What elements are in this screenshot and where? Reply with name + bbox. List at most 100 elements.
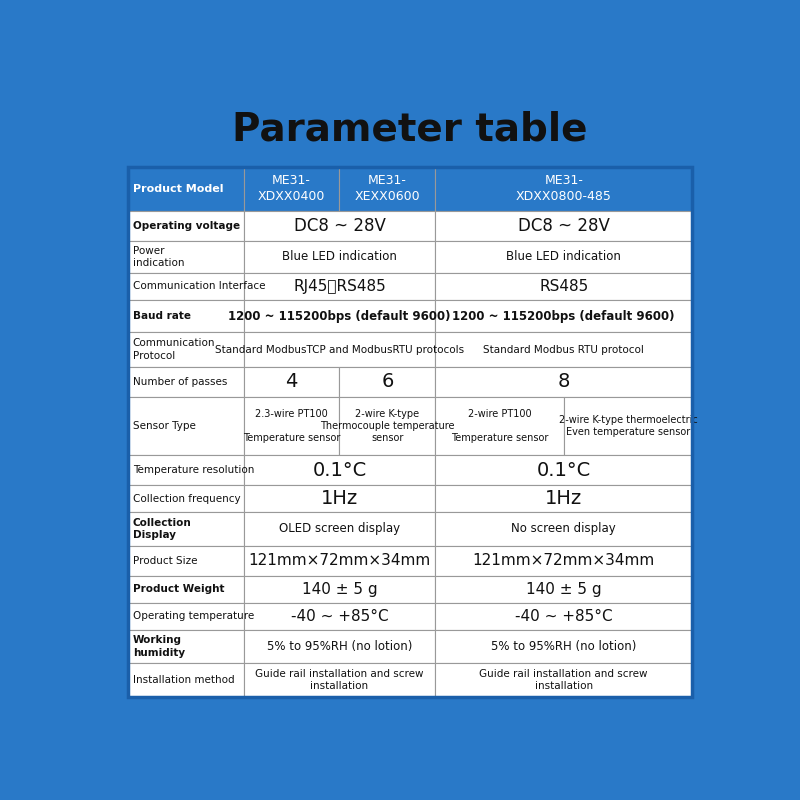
Text: Temperature resolution: Temperature resolution — [133, 465, 254, 475]
Bar — [128, 486, 243, 512]
Bar — [128, 366, 243, 397]
Text: 8: 8 — [558, 372, 570, 391]
Bar — [435, 576, 692, 603]
Text: 2-wire K-type
Thermocouple temperature
sensor: 2-wire K-type Thermocouple temperature s… — [320, 409, 454, 443]
Text: Guide rail installation and screw
installation: Guide rail installation and screw instal… — [255, 669, 424, 691]
Text: 0.1°C: 0.1°C — [537, 461, 591, 479]
Text: RJ45、RS485: RJ45、RS485 — [293, 278, 386, 294]
Bar — [243, 333, 435, 366]
Text: OLED screen display: OLED screen display — [279, 522, 400, 535]
Text: Standard Modbus RTU protocol: Standard Modbus RTU protocol — [483, 345, 644, 354]
Text: ME31-
XDXX0800-485: ME31- XDXX0800-485 — [516, 174, 612, 203]
Bar — [435, 273, 692, 299]
Bar — [128, 167, 243, 210]
Text: 140 ± 5 g: 140 ± 5 g — [526, 582, 602, 597]
Bar — [435, 663, 692, 697]
Text: DC8 ~ 28V: DC8 ~ 28V — [294, 217, 386, 235]
Text: Installation method: Installation method — [133, 675, 234, 685]
Text: 5% to 95%RH (no lotion): 5% to 95%RH (no lotion) — [266, 640, 412, 653]
Bar — [128, 167, 692, 697]
Bar — [243, 546, 435, 576]
Text: -40 ~ +85°C: -40 ~ +85°C — [290, 609, 388, 624]
Bar — [435, 333, 692, 366]
Text: 2-wire PT100

Temperature sensor: 2-wire PT100 Temperature sensor — [451, 409, 548, 443]
Bar — [435, 167, 692, 210]
Bar — [243, 210, 435, 241]
Text: Guide rail installation and screw
installation: Guide rail installation and screw instal… — [479, 669, 648, 691]
Text: 4: 4 — [286, 372, 298, 391]
Bar — [128, 210, 243, 241]
Bar — [243, 486, 435, 512]
Bar — [128, 546, 243, 576]
Text: Product Weight: Product Weight — [133, 585, 224, 594]
Bar — [128, 241, 243, 273]
Text: 0.1°C: 0.1°C — [312, 461, 366, 479]
Bar — [435, 630, 692, 663]
Text: 140 ± 5 g: 140 ± 5 g — [302, 582, 378, 597]
Bar — [435, 210, 692, 241]
Text: Collection frequency: Collection frequency — [133, 494, 241, 504]
Text: Operating temperature: Operating temperature — [133, 611, 254, 622]
Text: 121mm×72mm×34mm: 121mm×72mm×34mm — [473, 554, 655, 568]
Bar — [128, 273, 243, 299]
Bar — [243, 576, 435, 603]
Text: -40 ~ +85°C: -40 ~ +85°C — [515, 609, 613, 624]
Bar — [435, 366, 692, 397]
Text: Collection
Display: Collection Display — [133, 518, 192, 540]
Bar — [128, 512, 243, 546]
Bar — [564, 397, 692, 455]
Bar — [243, 397, 339, 455]
Text: 6: 6 — [382, 372, 394, 391]
Text: Standard ModbusTCP and ModbusRTU protocols: Standard ModbusTCP and ModbusRTU protoco… — [215, 345, 464, 354]
Text: Sensor Type: Sensor Type — [133, 421, 196, 431]
Text: Parameter table: Parameter table — [232, 111, 588, 149]
Bar — [128, 455, 243, 486]
Bar — [435, 486, 692, 512]
Text: RS485: RS485 — [539, 278, 588, 294]
Bar — [243, 167, 339, 210]
Text: Number of passes: Number of passes — [133, 377, 227, 386]
Text: Working
humidity: Working humidity — [133, 635, 185, 658]
Bar — [128, 333, 243, 366]
Text: Blue LED indication: Blue LED indication — [506, 250, 621, 263]
Bar — [435, 455, 692, 486]
Text: 5% to 95%RH (no lotion): 5% to 95%RH (no lotion) — [491, 640, 637, 653]
Bar — [243, 366, 339, 397]
Text: Blue LED indication: Blue LED indication — [282, 250, 397, 263]
Bar — [128, 299, 243, 333]
Bar — [243, 273, 435, 299]
Text: 1200 ~ 115200bps (default 9600): 1200 ~ 115200bps (default 9600) — [228, 310, 450, 322]
Text: DC8 ~ 28V: DC8 ~ 28V — [518, 217, 610, 235]
Bar — [243, 299, 435, 333]
Bar — [243, 241, 435, 273]
Bar — [339, 167, 435, 210]
Text: Operating voltage: Operating voltage — [133, 221, 240, 231]
Bar — [128, 397, 243, 455]
Bar — [128, 603, 243, 630]
Text: 1Hz: 1Hz — [545, 490, 582, 508]
Bar — [435, 546, 692, 576]
Text: 1Hz: 1Hz — [321, 490, 358, 508]
Bar — [339, 366, 435, 397]
Bar — [243, 663, 435, 697]
Bar — [435, 241, 692, 273]
Bar — [128, 663, 243, 697]
Bar — [435, 512, 692, 546]
Text: ME31-
XEXX0600: ME31- XEXX0600 — [354, 174, 420, 203]
Bar — [339, 397, 435, 455]
Bar — [243, 603, 435, 630]
Bar — [435, 397, 564, 455]
Text: Baud rate: Baud rate — [133, 311, 191, 321]
Text: 2-wire K-type thermoelectric
Even temperature sensor: 2-wire K-type thermoelectric Even temper… — [558, 414, 698, 437]
Text: Communication Interface: Communication Interface — [133, 281, 266, 291]
Bar — [435, 299, 692, 333]
Text: Product Size: Product Size — [133, 556, 198, 566]
Text: Communication
Protocol: Communication Protocol — [133, 338, 215, 361]
Bar — [128, 576, 243, 603]
Text: No screen display: No screen display — [511, 522, 616, 535]
Bar — [243, 455, 435, 486]
Bar — [128, 167, 692, 697]
Bar — [435, 603, 692, 630]
Bar — [243, 512, 435, 546]
Text: ME31-
XDXX0400: ME31- XDXX0400 — [258, 174, 326, 203]
